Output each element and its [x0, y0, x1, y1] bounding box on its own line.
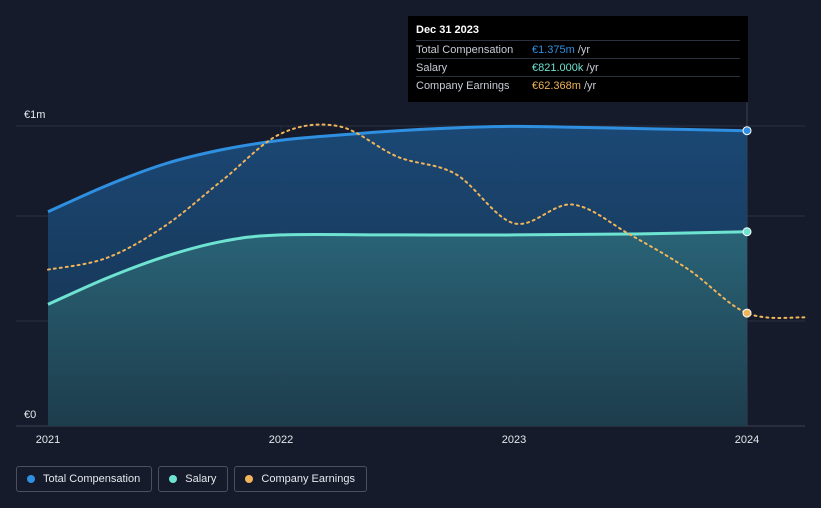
legend-dot-icon: [27, 475, 35, 483]
x-tick-label: 2023: [502, 434, 526, 446]
tooltip-value: €62.368m: [532, 79, 581, 92]
tooltip-row-salary: Salary €821.000k /yr: [416, 58, 740, 76]
tooltip-label: Company Earnings: [416, 79, 510, 92]
y-tick-label: €1m: [24, 109, 45, 121]
tooltip-date: Dec 31 2023: [416, 24, 479, 36]
marker-company-earnings: [742, 308, 752, 318]
tooltip: Dec 31 2023 Total Compensation €1.375m /…: [408, 16, 748, 102]
y-tick-label: €0: [24, 409, 36, 421]
area-salary: [48, 231, 747, 426]
tooltip-value: €821.000k: [532, 61, 584, 74]
x-tick-label: 2021: [36, 434, 60, 446]
tooltip-unit: /yr: [583, 79, 597, 92]
tooltip-unit: /yr: [577, 43, 591, 56]
tooltip-label: Salary: [416, 61, 448, 74]
tooltip-unit: /yr: [586, 61, 599, 74]
legend: Total Compensation Salary Company Earnin…: [16, 466, 367, 492]
x-tick-label: 2022: [269, 434, 293, 446]
legend-item-company-earnings[interactable]: Company Earnings: [234, 466, 367, 492]
tooltip-row-total-compensation: Total Compensation €1.375m /yr: [416, 40, 740, 58]
tooltip-row-company-earnings: Company Earnings €62.368m /yr: [416, 76, 740, 94]
legend-label: Total Compensation: [43, 473, 141, 485]
legend-item-total-compensation[interactable]: Total Compensation: [16, 466, 153, 492]
legend-label: Company Earnings: [261, 473, 355, 485]
line-total-compensation: [47, 124, 748, 214]
x-tick-label: 2024: [735, 434, 759, 446]
tooltip-value: €1.375m: [532, 43, 575, 56]
legend-dot-icon: [245, 475, 254, 483]
legend-item-salary[interactable]: Salary: [158, 466, 229, 492]
tooltip-label: Total Compensation: [416, 43, 514, 56]
line-company-earnings: [47, 123, 807, 319]
legend-dot-icon: [169, 475, 178, 483]
marker-total-compensation: [742, 126, 752, 136]
legend-label: Salary: [185, 473, 217, 485]
marker-salary: [742, 227, 752, 237]
line-salary: [47, 230, 748, 306]
